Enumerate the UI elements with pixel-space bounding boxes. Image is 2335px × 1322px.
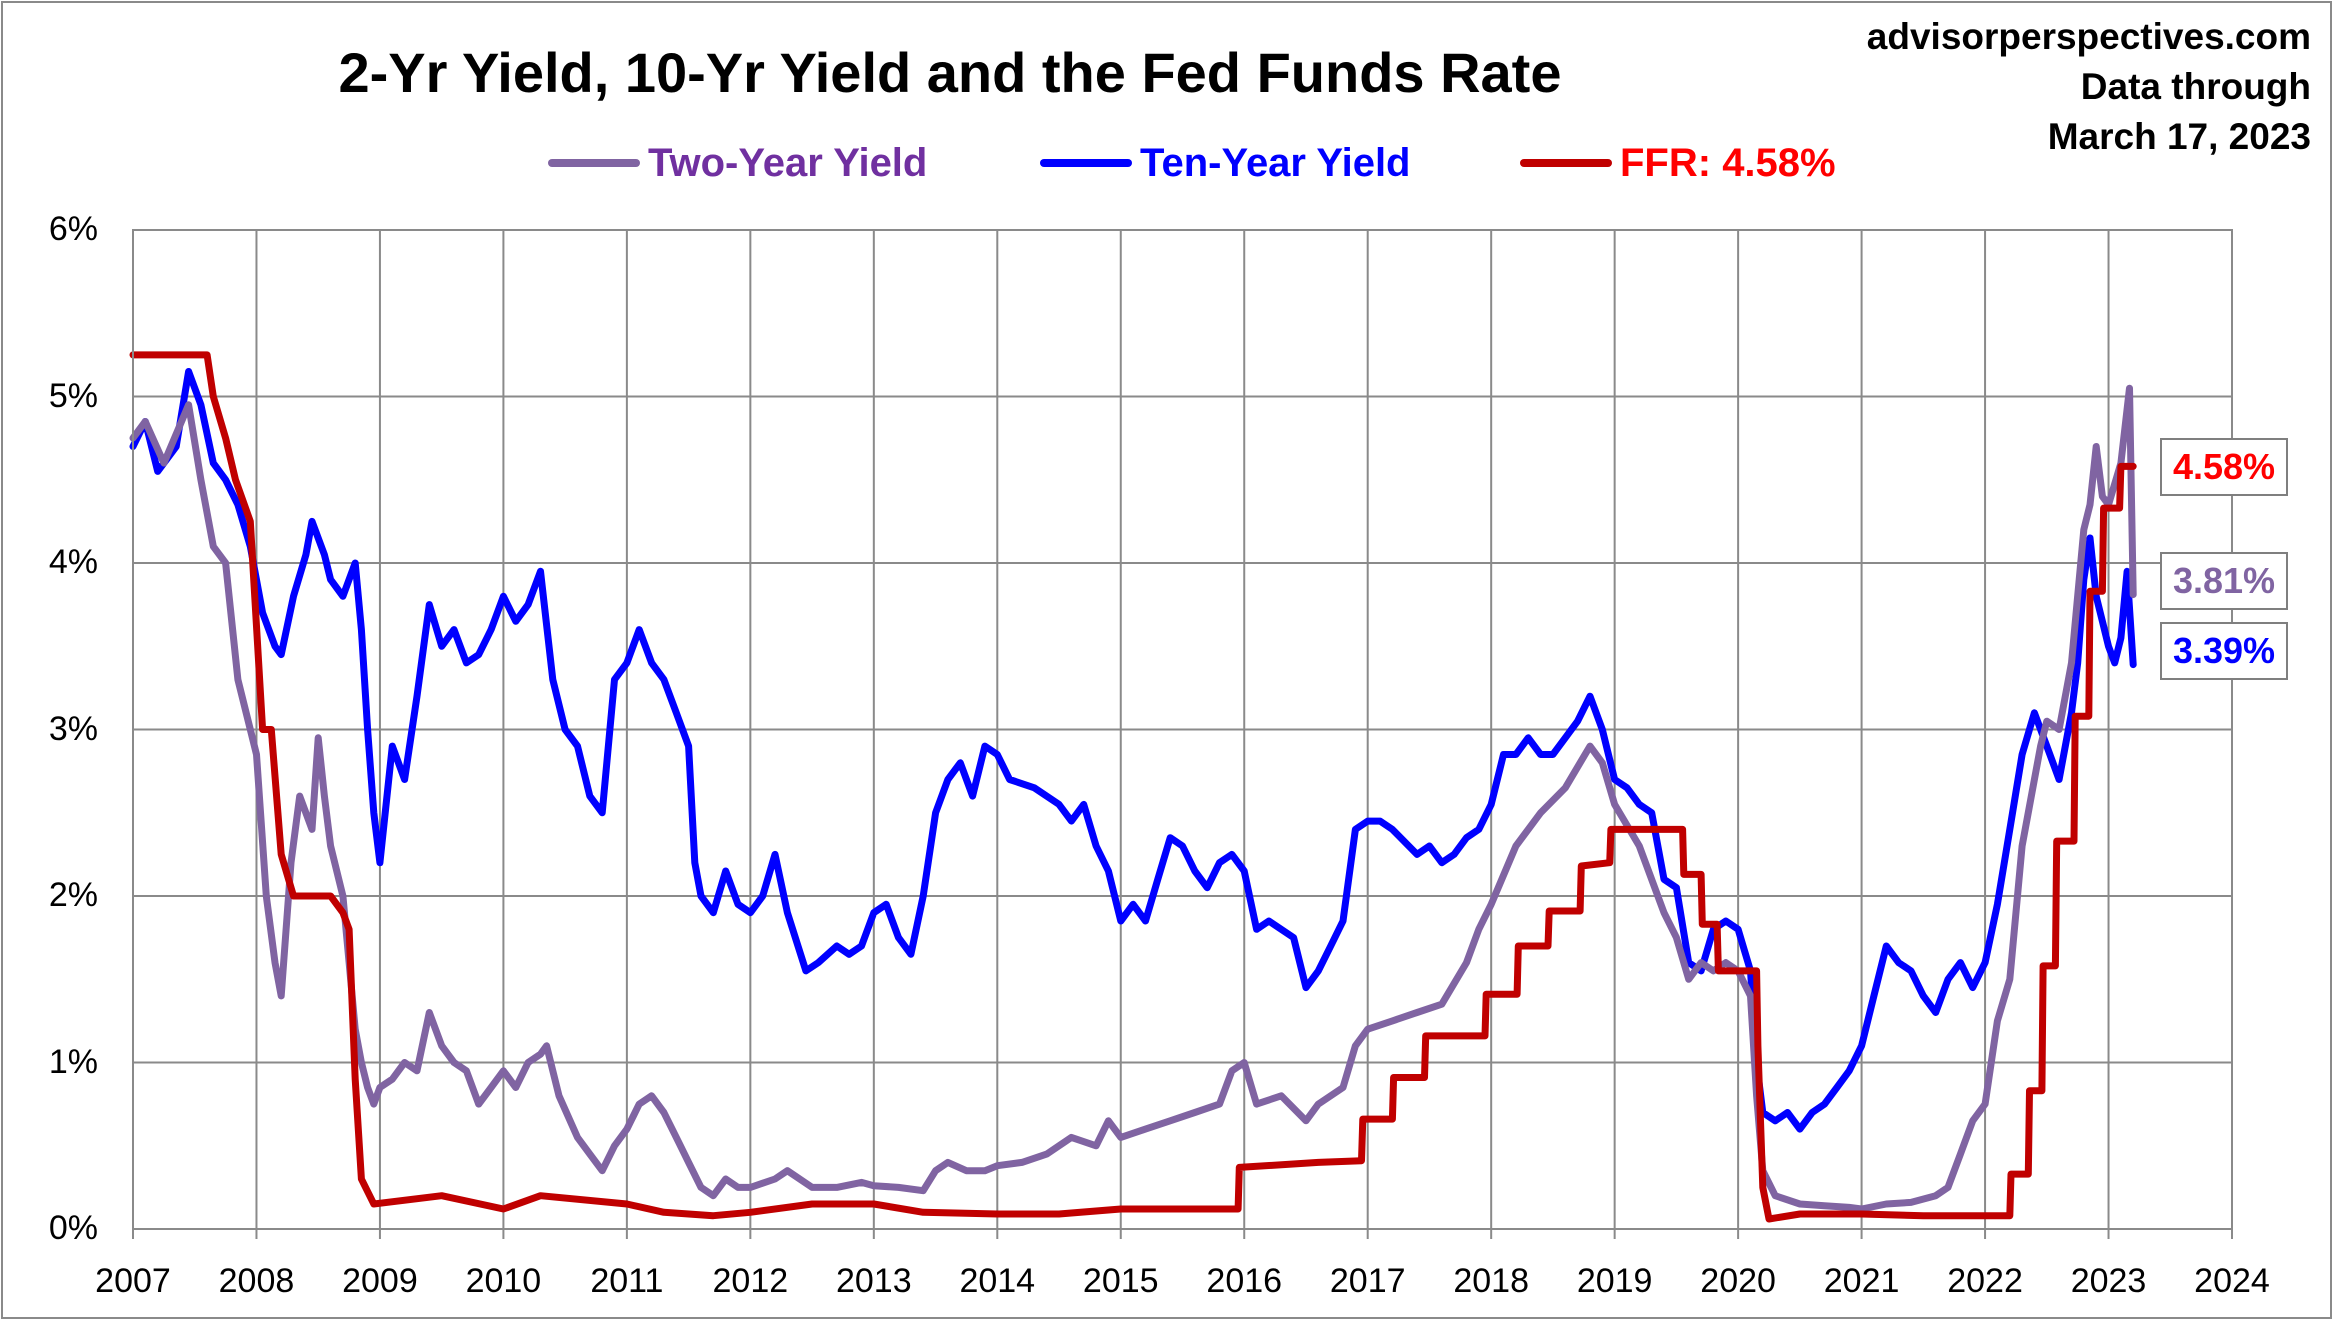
y-tick-label: 2% [48, 876, 98, 914]
x-tick-label: 2007 [95, 1262, 171, 1300]
x-tick-label: 2010 [465, 1262, 542, 1300]
legend-label-two-year: Two-Year Yield [648, 140, 928, 185]
x-tick-label: 2013 [835, 1262, 912, 1300]
x-tick-label: 2019 [1576, 1262, 1653, 1300]
x-tick-label: 2024 [2194, 1262, 2270, 1300]
ten-year-end-label: 3.39% [2160, 622, 2288, 680]
y-tick-label: 1% [48, 1042, 98, 1081]
legend-item-ffr: FFR: 4.58% [1520, 138, 1836, 188]
x-tick-label: 2015 [1082, 1262, 1159, 1300]
y-tick-label: 3% [48, 709, 98, 748]
source-data-through: Data through [2080, 66, 2311, 107]
two-year-end-label: 3.81% [2160, 552, 2288, 610]
y-tick-label: 4% [48, 543, 98, 581]
series-lines [129, 351, 2137, 1223]
x-tick-label: 2020 [1700, 1262, 1776, 1300]
series-line-two-year-yield [129, 384, 2137, 1213]
series-line-ten-year-yield [129, 368, 2137, 1133]
x-tick-label: 2009 [342, 1262, 418, 1300]
y-tick-label: 0% [48, 1209, 98, 1247]
legend-swatch-two-year [548, 159, 640, 167]
x-tick-label: 2016 [1206, 1262, 1283, 1300]
x-tick-label: 2018 [1453, 1262, 1529, 1300]
plot-area-border [132, 229, 2233, 1230]
x-tick-label: 2017 [1329, 1262, 1406, 1300]
y-tick-label: 5% [48, 376, 98, 415]
x-tick-label: 2023 [2070, 1262, 2147, 1300]
legend-label-ffr: FFR: 4.58% [1620, 140, 1836, 185]
x-tick-label: 2008 [218, 1262, 295, 1300]
series-line-ffr [129, 351, 2137, 1223]
grid-lines [132, 229, 2233, 1239]
legend-item-two-year: Two-Year Yield [548, 138, 927, 188]
legend-swatch-ten-year [1040, 159, 1132, 167]
x-tick-label: 2012 [712, 1262, 789, 1300]
legend-item-ten-year: Ten-Year Yield [1040, 138, 1411, 188]
chart-title: 2-Yr Yield, 10-Yr Yield and the Fed Fund… [338, 41, 1562, 104]
x-tick-label: 2011 [590, 1262, 664, 1300]
ffr-end-label: 4.58% [2160, 438, 2288, 496]
source-site: advisorperspectives.com [1866, 16, 2311, 57]
legend-label-ten-year: Ten-Year Yield [1140, 140, 1411, 185]
y-tick-label: 6% [48, 210, 98, 248]
x-tick-label: 2014 [959, 1262, 1036, 1300]
legend-swatch-ffr [1520, 159, 1612, 167]
source-date: March 17, 2023 [2047, 116, 2311, 157]
x-tick-label: 2022 [1947, 1262, 2023, 1300]
x-tick-label: 2021 [1823, 1262, 1900, 1300]
